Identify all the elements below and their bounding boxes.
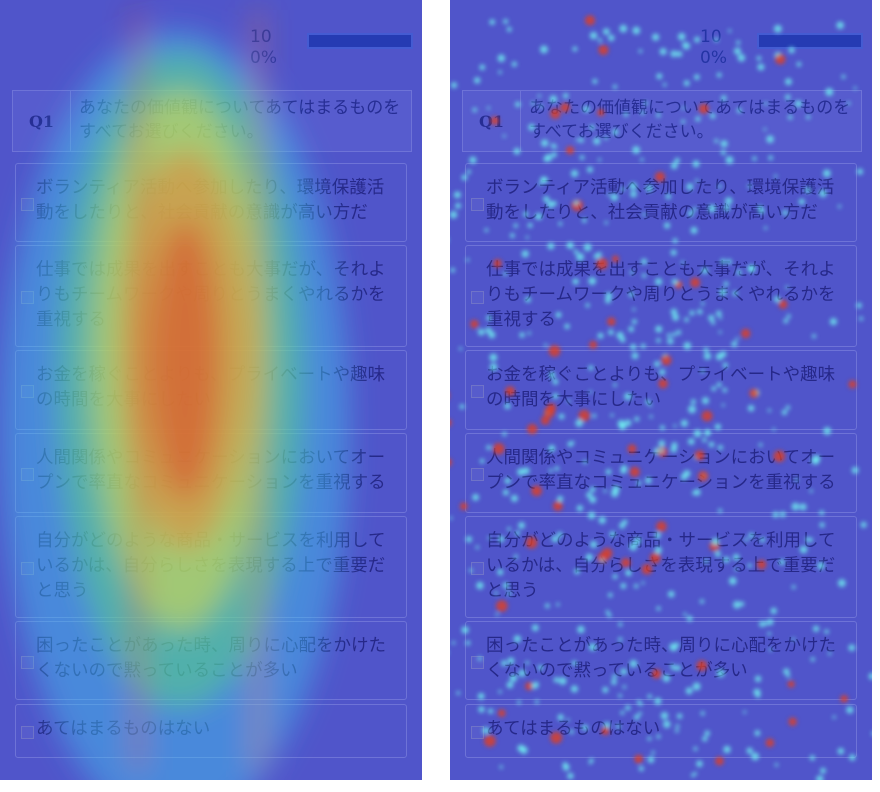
option[interactable]: あてはまるものはない — [15, 704, 407, 758]
option[interactable]: 困ったことがあった時、周りに心配をかけたくないので黙っていることが多い — [15, 621, 407, 700]
option-label: お金を稼ぐことよりも、プライベートや趣味の時間を大事にしたい — [486, 365, 836, 410]
checkbox[interactable] — [471, 197, 484, 211]
question-header: Q1 あなたの価値観についてあてはまるものをすべてお選びください。 — [462, 90, 862, 152]
checkbox[interactable] — [21, 726, 34, 739]
option[interactable]: ボランティア活動へ参加したり、環境保護活動をしたりと、社会貢献の意識が高い方だ — [15, 163, 407, 242]
option-label: お金を稼ぐことよりも、プライベートや趣味の時間を大事にしたい — [36, 365, 386, 410]
checkbox[interactable] — [471, 655, 484, 669]
option[interactable]: 人間関係やコミュニケーションにおいてオープンで率直なコミュニケーションを重視する — [465, 433, 857, 513]
question-header: Q1 あなたの価値観についてあてはまるものをすべてお選びください。 — [12, 90, 412, 152]
survey-screen: 10 0% Q1 あなたの価値観についてあてはまるものをすべてお選びください。ボランテ… — [0, 0, 422, 780]
option-label: 仕事では成果を出すことも大事だが、それよりもチームワークや周りとうまくやれるかを… — [36, 260, 386, 330]
progress-percent: 0% — [700, 48, 727, 68]
option-label: 自分がどのような商品・サービスを利用しているかは、自分らしさを表現する上で重要だ… — [486, 531, 836, 601]
checkbox[interactable] — [471, 726, 484, 739]
checkbox[interactable] — [471, 385, 484, 398]
question-text: あなたの価値観についてあてはまるものをすべてお選びください。 — [79, 98, 401, 142]
option[interactable]: ボランティア活動へ参加したり、環境保護活動をしたりと、社会貢献の意識が高い方だ — [465, 163, 857, 242]
progress-percent: 0% — [250, 48, 277, 68]
checkbox[interactable] — [471, 291, 484, 304]
option-label: 人間関係やコミュニケーションにおいてオープンで率直なコミュニケーションを重視する — [486, 448, 836, 493]
checkbox[interactable] — [21, 385, 34, 398]
progress-bar — [307, 33, 413, 49]
heatmap-panel: 10 0% Q1 あなたの価値観についてあてはまるものをすべてお選びください。ボランテ… — [0, 0, 422, 780]
option[interactable]: 困ったことがあった時、周りに心配をかけたくないので黙っていることが多い — [465, 621, 857, 700]
checkbox[interactable] — [21, 291, 34, 304]
checkbox[interactable] — [21, 468, 34, 481]
option[interactable]: 人間関係やコミュニケーションにおいてオープンで率直なコミュニケーションを重視する — [15, 433, 407, 513]
progress-bar — [757, 33, 863, 49]
question-number: Q1 — [463, 91, 521, 151]
option-label: あてはまるものはない — [486, 719, 661, 739]
option-label: 困ったことがあった時、周りに心配をかけたくないので黙っていることが多い — [36, 636, 386, 681]
option[interactable]: 仕事では成果を出すことも大事だが、それよりもチームワークや周りとうまくやれるかを… — [15, 245, 407, 347]
option-label: あてはまるものはない — [36, 719, 211, 739]
checkbox[interactable] — [21, 197, 34, 211]
option-label: 仕事では成果を出すことも大事だが、それよりもチームワークや周りとうまくやれるかを… — [486, 260, 836, 330]
option-label: ボランティア活動へ参加したり、環境保護活動をしたりと、社会貢献の意識が高い方だ — [36, 178, 385, 223]
progress-count: 10 — [250, 27, 272, 47]
progress-count: 10 — [700, 27, 722, 47]
checkbox[interactable] — [21, 562, 34, 575]
option-label: 自分がどのような商品・サービスを利用しているかは、自分らしさを表現する上で重要だ… — [36, 531, 386, 601]
option[interactable]: 自分がどのような商品・サービスを利用しているかは、自分らしさを表現する上で重要だ… — [15, 516, 407, 618]
option-label: ボランティア活動へ参加したり、環境保護活動をしたりと、社会貢献の意識が高い方だ — [486, 178, 835, 223]
option[interactable]: 仕事では成果を出すことも大事だが、それよりもチームワークや周りとうまくやれるかを… — [465, 245, 857, 347]
option[interactable]: お金を稼ぐことよりも、プライベートや趣味の時間を大事にしたい — [465, 350, 857, 430]
question-number: Q1 — [13, 91, 71, 151]
checkbox[interactable] — [21, 655, 34, 669]
option-label: 人間関係やコミュニケーションにおいてオープンで率直なコミュニケーションを重視する — [36, 448, 386, 493]
option[interactable]: 自分がどのような商品・サービスを利用しているかは、自分らしさを表現する上で重要だ… — [465, 516, 857, 618]
checkbox[interactable] — [471, 562, 484, 575]
heatmap-panel: 10 0% Q1 あなたの価値観についてあてはまるものをすべてお選びください。ボランテ… — [450, 0, 872, 780]
option[interactable]: あてはまるものはない — [465, 704, 857, 758]
question-text: あなたの価値観についてあてはまるものをすべてお選びください。 — [529, 98, 851, 142]
survey-screen: 10 0% Q1 あなたの価値観についてあてはまるものをすべてお選びください。ボランテ… — [450, 0, 872, 780]
option[interactable]: お金を稼ぐことよりも、プライベートや趣味の時間を大事にしたい — [15, 350, 407, 430]
option-label: 困ったことがあった時、周りに心配をかけたくないので黙っていることが多い — [486, 636, 836, 681]
checkbox[interactable] — [471, 468, 484, 481]
